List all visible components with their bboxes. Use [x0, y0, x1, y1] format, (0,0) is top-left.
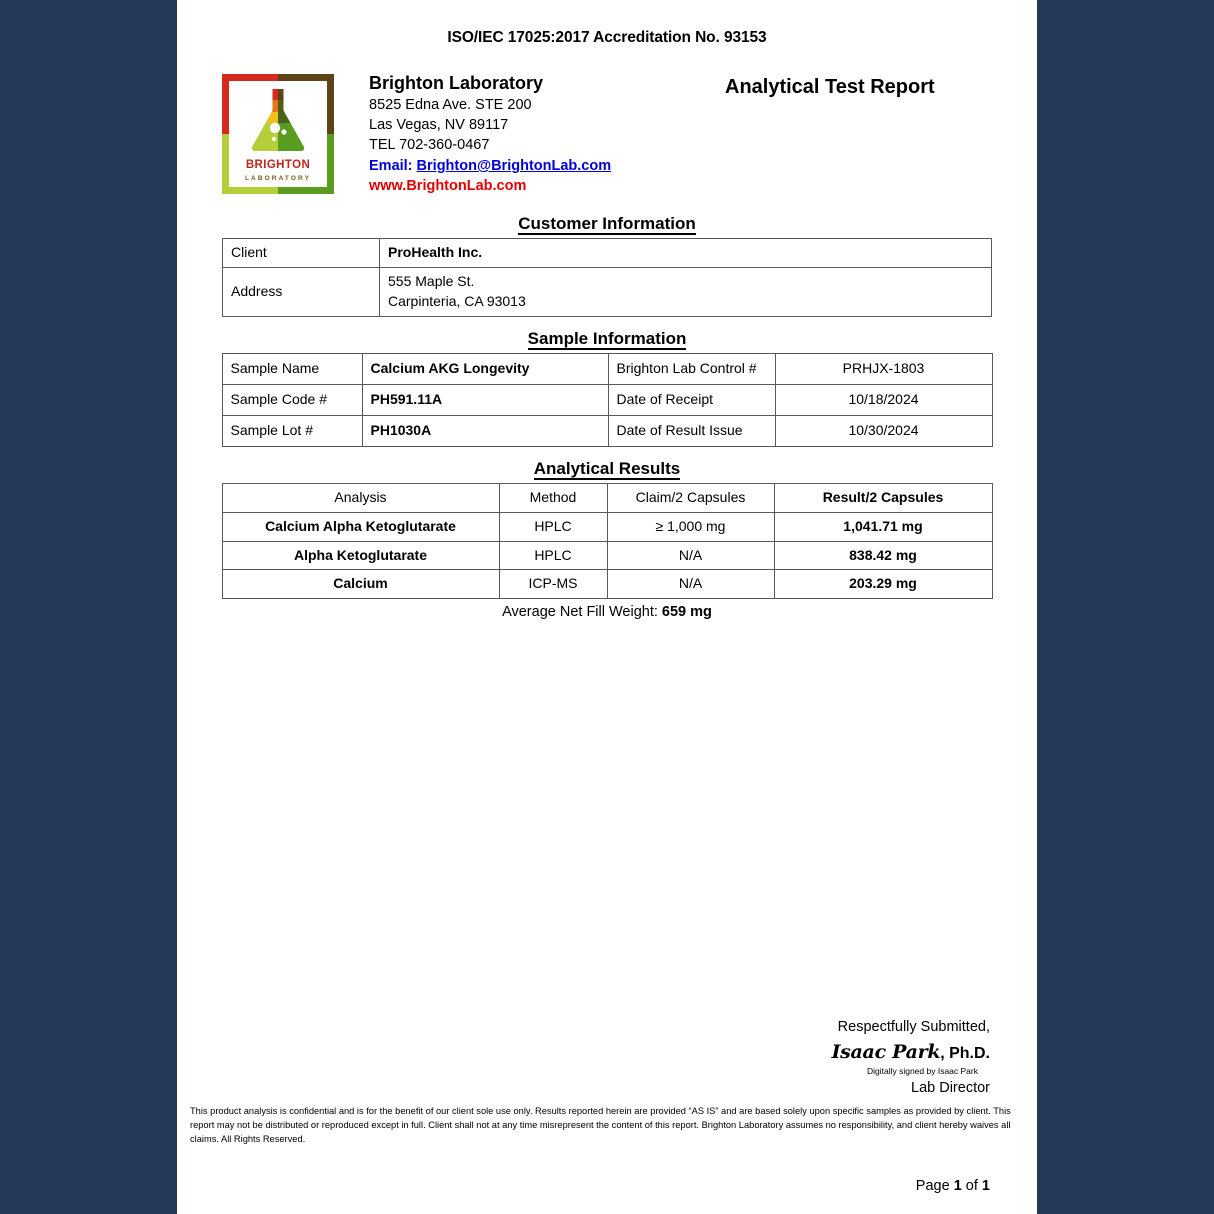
customer-information-section: Customer Information Client ProHealth In… [177, 214, 1037, 317]
result-value: 838.42 mg [773, 540, 993, 571]
date-receipt-value: 10/18/2024 [774, 383, 993, 416]
header-result: Result/2 Capsules [773, 482, 993, 513]
result-analysis: Alpha Ketoglutarate [221, 540, 500, 571]
result-method: HPLC [498, 511, 608, 542]
sample-code-label: Sample Code # [221, 383, 363, 416]
flask-icon [251, 89, 305, 151]
page-current: 1 [953, 1178, 962, 1194]
result-method: ICP-MS [498, 569, 608, 600]
lab-name: Brighton Laboratory [369, 73, 543, 93]
letterhead: BRIGHTON LABORATORY Brighton Laboratory … [177, 72, 1037, 202]
signature-name-row: Isaac Park, Ph.D. [177, 1040, 990, 1066]
page-total: 1 [981, 1178, 990, 1194]
accreditation-header: ISO/IEC 17025:2017 Accreditation No. 931… [447, 29, 767, 46]
analytical-results-table: Analysis Method Claim/2 Capsules Result/… [221, 482, 993, 600]
lab-contact-block: Brighton Laboratory 8525 Edna Ave. STE 2… [369, 72, 611, 196]
signature-block: Respectfully Submitted, Isaac Park, Ph.D… [177, 1018, 1037, 1097]
email-link[interactable]: Brighton@BrightonLab.com [416, 158, 612, 175]
average-value: 659 mg [661, 604, 712, 621]
sample-lot-value: PH1030A [361, 414, 609, 447]
result-analysis: Calcium [221, 569, 500, 600]
table-row: Address 555 Maple St. Carpinteria, CA 93… [222, 267, 992, 317]
header-analysis: Analysis [221, 482, 500, 513]
page-prefix: Page [915, 1178, 950, 1194]
header-method: Method [498, 482, 608, 513]
sample-code-value: PH591.11A [361, 383, 609, 416]
signature-role: Lab Director [911, 1079, 990, 1096]
signature-script: Isaac Park [831, 1040, 941, 1063]
sample-name-value: Calcium AKG Longevity [361, 352, 609, 385]
date-issue-value: 10/30/2024 [774, 414, 993, 447]
address-label: Address [222, 267, 380, 317]
date-receipt-label: Date of Receipt [607, 383, 776, 416]
page-mid: of [965, 1178, 978, 1194]
table-row: Calcium ICP-MS N/A 203.29 mg [221, 569, 993, 600]
table-row: Sample Name Calcium AKG Longevity Bright… [221, 352, 993, 385]
lab-phone: TEL 702-360-0467 [369, 137, 490, 154]
address-value-line1: 555 Maple St. [388, 273, 475, 289]
average-net-fill-weight: Average Net Fill Weight: 659 mg [177, 604, 1037, 620]
lab-website-link[interactable]: www.BrightonLab.com [369, 178, 527, 195]
disclaimer-text: This product analysis is confidential an… [190, 1106, 1011, 1145]
table-header-row: Analysis Method Claim/2 Capsules Result/… [221, 482, 993, 513]
result-analysis: Calcium Alpha Ketoglutarate [221, 511, 500, 542]
date-issue-label: Date of Result Issue [607, 414, 776, 447]
sample-lot-label: Sample Lot # [221, 414, 363, 447]
result-method: HPLC [498, 540, 608, 571]
table-row: Client ProHealth Inc. [222, 238, 992, 268]
result-claim: ≥ 1,000 mg [606, 511, 775, 542]
control-number-label: Brighton Lab Control # [607, 352, 776, 385]
sample-information-table: Sample Name Calcium AKG Longevity Bright… [221, 352, 993, 447]
lab-address-line1: 8525 Edna Ave. STE 200 [369, 97, 532, 114]
client-value: ProHealth Inc. [379, 238, 992, 268]
table-row: Sample Code # PH591.11A Date of Receipt … [221, 383, 993, 416]
customer-information-table: Client ProHealth Inc. Address 555 Maple … [222, 238, 992, 317]
brighton-laboratory-logo: BRIGHTON LABORATORY [222, 74, 334, 194]
report-title: Analytical Test Report [725, 76, 935, 98]
customer-information-title: Customer Information [518, 214, 696, 235]
address-value-line2: Carpinteria, CA 93013 [388, 292, 526, 309]
average-label: Average Net Fill Weight: [502, 604, 658, 621]
digitally-signed-note: Digitally signed by Isaac Park [866, 1066, 978, 1077]
result-value: 203.29 mg [773, 569, 993, 600]
page-number-footer: Page 1 of 1 [916, 1178, 990, 1194]
sample-information-section: Sample Information Sample Name Calcium A… [177, 328, 1037, 447]
table-row: Calcium Alpha Ketoglutarate HPLC ≥ 1,000… [221, 511, 993, 542]
analytical-results-title: Analytical Results [533, 458, 681, 480]
document-page: ISO/IEC 17025:2017 Accreditation No. 931… [177, 0, 1037, 1214]
client-label: Client [222, 238, 380, 268]
header-claim: Claim/2 Capsules [606, 482, 775, 513]
table-row: Sample Lot # PH1030A Date of Result Issu… [221, 414, 993, 447]
lab-email-row[interactable]: Email: Brighton@BrightonLab.com [369, 156, 611, 176]
signature-degree: , Ph.D. [940, 1044, 990, 1062]
lab-address-line2: Las Vegas, NV 89117 [369, 117, 509, 134]
respectfully-submitted-text: Respectfully Submitted, [837, 1019, 990, 1035]
logo-inner-white: BRIGHTON LABORATORY [229, 81, 327, 187]
table-row: Alpha Ketoglutarate HPLC N/A 838.42 mg [221, 540, 993, 571]
logo-subtitle-text: LABORATORY [244, 175, 312, 182]
address-value: 555 Maple St. Carpinteria, CA 93013 [379, 267, 992, 317]
sample-name-label: Sample Name [221, 352, 363, 385]
result-claim: N/A [606, 540, 775, 571]
control-number-value: PRHJX-1803 [774, 352, 993, 385]
sample-information-title: Sample Information [527, 328, 687, 350]
analytical-results-section: Analytical Results Analysis Method Claim… [177, 458, 1037, 620]
result-value: 1,041.71 mg [773, 511, 993, 542]
result-claim: N/A [606, 569, 775, 600]
logo-name-text: BRIGHTON [245, 159, 311, 171]
email-label: Email: [369, 158, 413, 175]
